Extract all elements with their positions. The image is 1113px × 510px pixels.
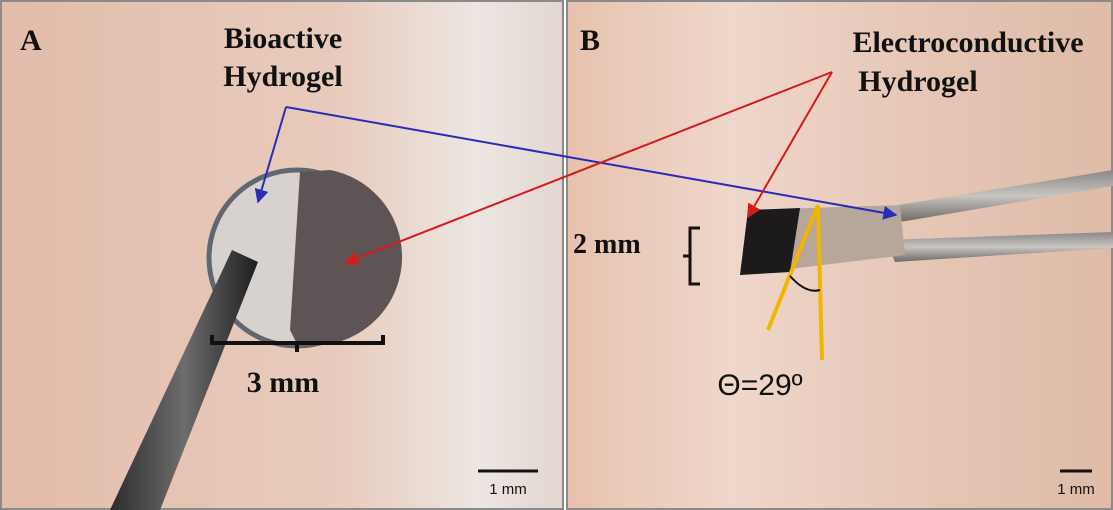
scale-label: 1 mm <box>489 481 527 498</box>
scale-label: 1 mm <box>1057 481 1095 498</box>
label-line: Hydrogel <box>223 60 342 93</box>
angle-label: Θ=29º <box>717 369 802 402</box>
electroconductive-part <box>740 208 800 275</box>
label-line: Electroconductive <box>852 26 1083 59</box>
dimension-label: 2 mm <box>573 229 641 260</box>
panel-label: A <box>20 24 42 57</box>
panel-label: B <box>580 24 600 57</box>
figure: A Bioactive Hydrogel 3 mm 1 mm B Electro… <box>0 0 1113 510</box>
label-line: Hydrogel <box>858 65 977 98</box>
dimension-label: 3 mm <box>247 366 319 399</box>
page: A Bioactive Hydrogel 3 mm 1 mm B Electro… <box>0 0 1113 510</box>
label-line: Bioactive <box>224 22 342 55</box>
